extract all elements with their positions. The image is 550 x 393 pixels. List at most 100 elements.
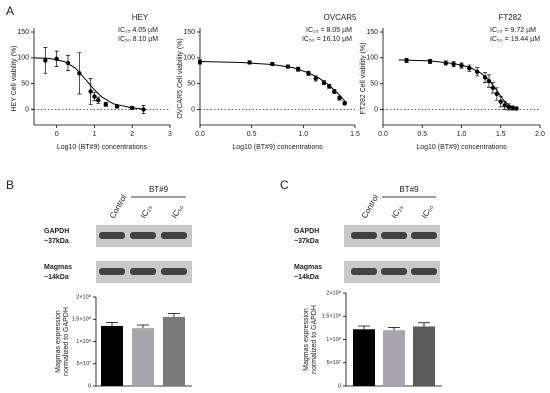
y-axis-label: FT282 Cell viability (%): [360, 43, 367, 115]
band-label: Magmas: [294, 264, 322, 271]
lane-label: IC₂₅: [139, 203, 154, 220]
x-tick-label: 0.0: [378, 131, 388, 138]
data-point: [295, 67, 301, 72]
blot-band: [130, 268, 156, 275]
blot-band: [381, 232, 407, 239]
y-tick-label: 5×10⁷: [77, 360, 91, 367]
y-tick-label: 1.5×10⁸: [72, 316, 91, 323]
data-point: [130, 105, 135, 111]
lane-label: IC₅₀: [170, 203, 185, 220]
y-tick-label: 1×10⁸: [76, 338, 91, 345]
annotation: IC₅₀ 8.10 µM: [118, 36, 158, 43]
y-tick-label: 0: [88, 383, 91, 389]
y-axis-label: Magmas expression: [55, 310, 62, 373]
lane-label: IC₂₅: [390, 203, 405, 220]
x-tick-label: 1.5: [496, 131, 506, 138]
data-point: [96, 98, 101, 103]
data-point: [459, 63, 464, 68]
panel-label: A: [6, 4, 14, 18]
x-tick-label: 2: [130, 131, 134, 138]
band-label: GAPDH: [294, 228, 319, 235]
y-tick-label: 150: [366, 29, 378, 36]
x-tick-label: 0.0: [195, 131, 205, 138]
chart-title: HEY: [132, 13, 149, 22]
annotation: IC₅₀ = 16.10 µM: [302, 36, 352, 43]
data-point: [494, 91, 500, 97]
y-axis-label: HEY Cell viability (%): [11, 46, 18, 112]
annotation: IC₂₅ = 8.05 µM: [306, 27, 352, 34]
x-tick-label: 1.0: [298, 131, 308, 138]
blot-band: [99, 232, 125, 239]
data-point: [486, 78, 492, 84]
lane-label: Control: [360, 193, 381, 220]
data-point: [270, 61, 275, 67]
x-axis-label: Log10 (BT#9) concentrations: [232, 144, 323, 151]
x-tick-label: 0: [55, 131, 59, 138]
x-tick-label: 1.5: [350, 131, 360, 138]
annotation: IC₂₅ = 9.72 µM: [490, 27, 536, 34]
y-tick-label: 50: [21, 81, 29, 88]
data-point: [88, 89, 93, 94]
data-point: [427, 59, 433, 64]
fit-curve: [33, 57, 144, 110]
band-label: Magmas: [44, 264, 72, 271]
y-tick-label: 0: [374, 106, 378, 113]
data-point: [54, 56, 59, 62]
blot-band: [411, 268, 437, 275]
x-tick-label: 1.0: [457, 131, 467, 138]
y-axis-label: normalized to GAPDH: [63, 307, 70, 376]
y-tick-label: 2×10⁸: [326, 289, 341, 296]
error-bar: [106, 321, 118, 326]
data-point: [114, 104, 120, 109]
error-bar: [137, 324, 149, 329]
blot-band: [161, 268, 187, 275]
annotation: IC₅₀ = 19.44 µM: [490, 36, 540, 43]
data-point: [321, 80, 327, 85]
blot-band: [351, 232, 377, 239]
data-point: [92, 94, 97, 99]
blot-band: [381, 268, 407, 275]
y-tick-label: 100: [183, 55, 195, 62]
y-tick-label: 1×10⁸: [326, 336, 341, 343]
data-point: [514, 106, 519, 111]
bar: [383, 330, 405, 386]
data-point: [285, 64, 291, 69]
y-tick-label: 50: [370, 81, 378, 88]
data-point: [103, 102, 108, 107]
chart-title: OVCAR5: [324, 13, 357, 22]
treatment-label: BT#9: [149, 185, 169, 194]
lane-label: IC₅₀: [420, 203, 435, 220]
data-point: [306, 71, 311, 76]
error-bar: [168, 313, 180, 318]
panel-label: C: [280, 178, 289, 192]
panel-label: B: [6, 178, 14, 192]
data-point: [65, 60, 71, 66]
y-tick-label: 2×10⁸: [76, 293, 91, 300]
data-point: [247, 60, 252, 65]
x-tick-label: 3: [168, 131, 172, 138]
lane-label: Control: [108, 193, 129, 220]
y-tick-label: 50: [187, 81, 195, 88]
blot-band: [99, 268, 125, 275]
annotation: IC₂₅ 4.05 µM: [118, 27, 158, 34]
error-bar: [358, 325, 370, 330]
data-point: [197, 59, 203, 65]
data-point: [443, 60, 448, 66]
y-tick-label: 0: [191, 106, 195, 113]
x-tick-label: 2.0: [535, 131, 545, 138]
band-label: ~37kDa: [294, 238, 319, 245]
data-point: [404, 58, 409, 63]
error-bar: [418, 322, 430, 327]
x-axis-label: Log10 (BT#9) concentrations: [57, 144, 148, 151]
data-point: [467, 65, 472, 71]
data-point: [506, 104, 511, 110]
data-point: [510, 105, 515, 111]
y-tick-label: 0: [338, 383, 341, 389]
data-point: [451, 61, 456, 67]
y-tick-label: 100: [366, 55, 378, 62]
data-point: [475, 69, 480, 74]
band-label: ~14kDa: [44, 274, 69, 281]
y-axis-label: normalized to GAPDH: [311, 305, 318, 374]
data-point: [141, 107, 146, 112]
